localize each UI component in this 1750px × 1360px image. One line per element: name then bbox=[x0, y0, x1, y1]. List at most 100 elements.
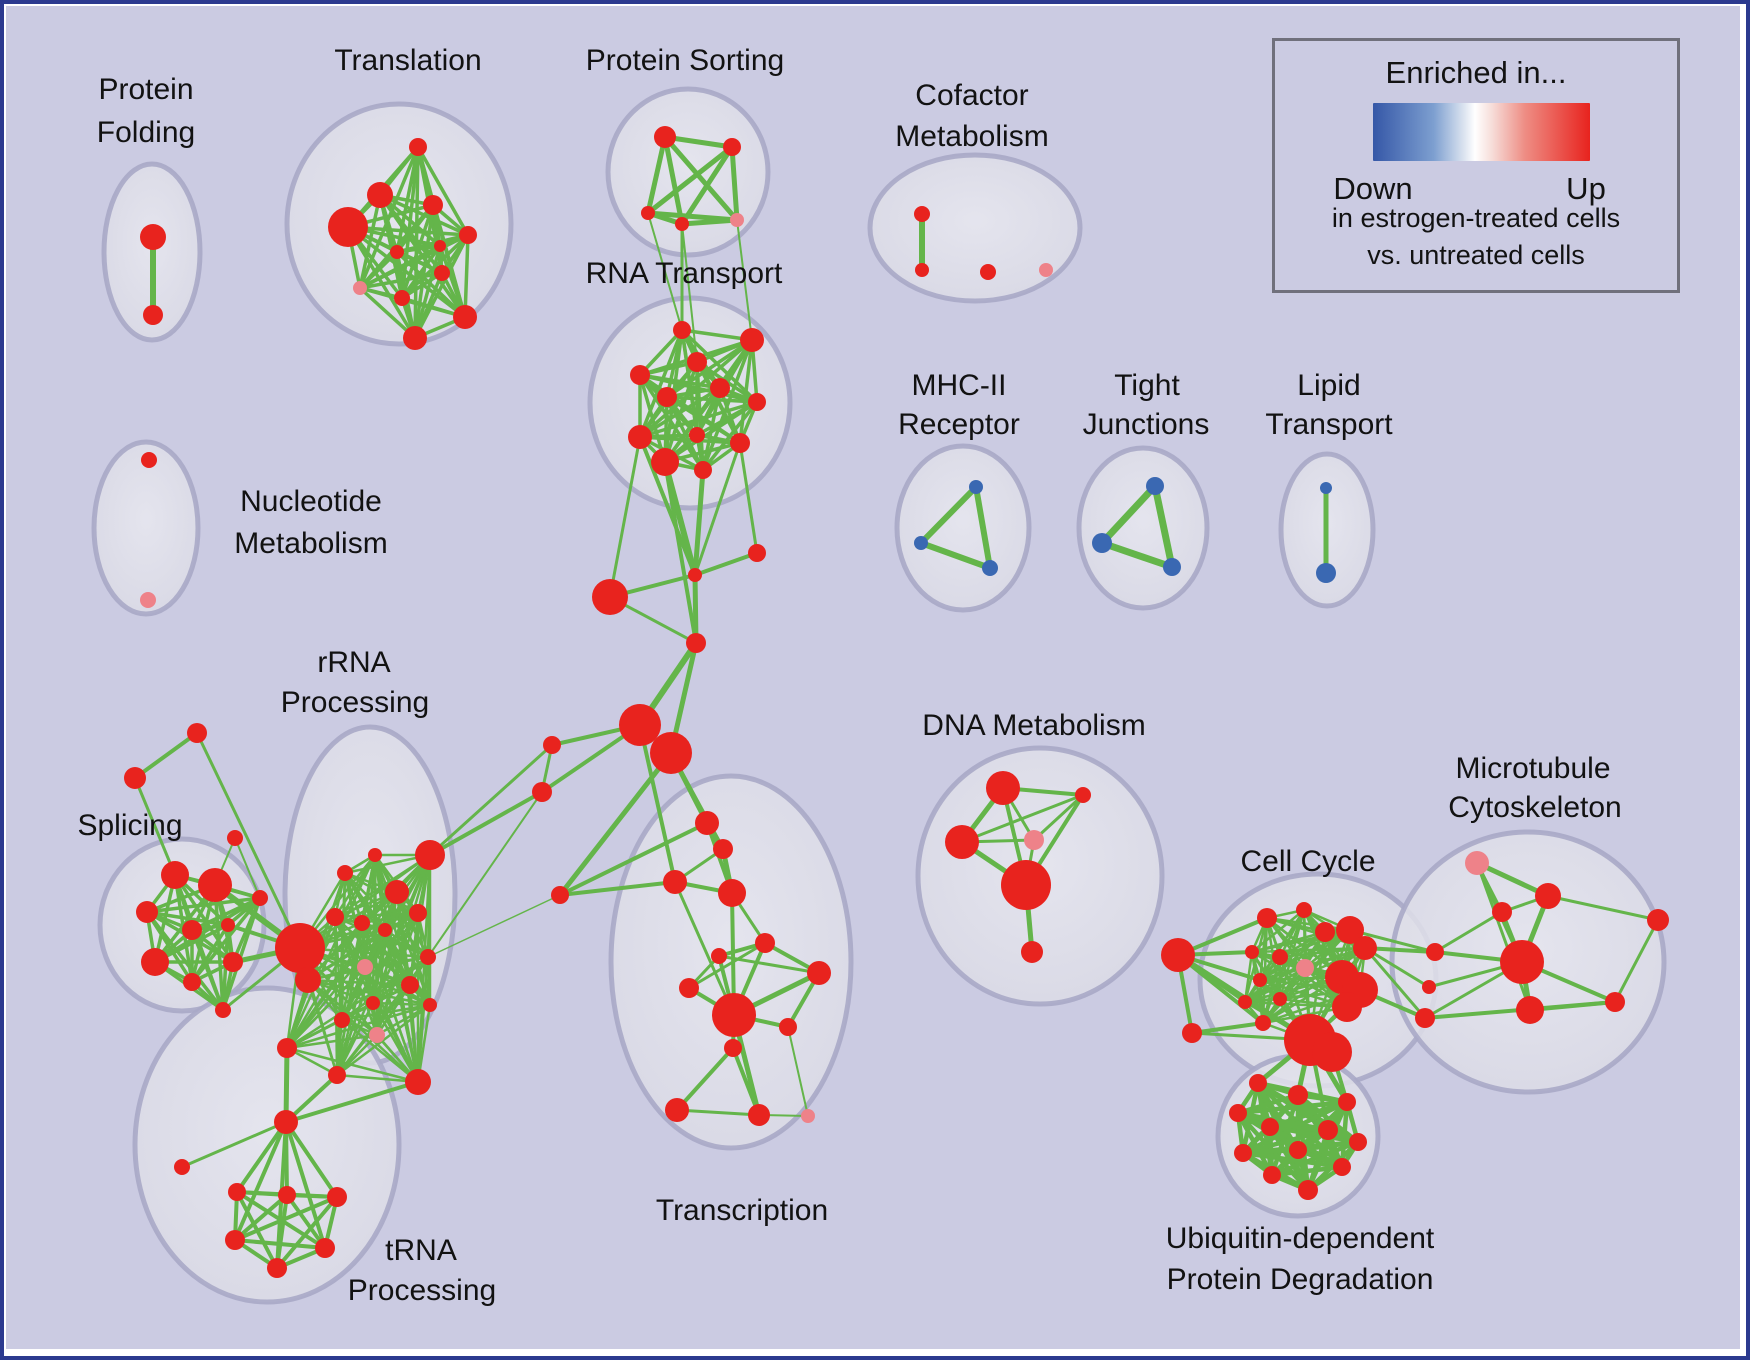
gene-set-node bbox=[1288, 1085, 1308, 1105]
edge bbox=[285, 1193, 327, 1250]
gene-set-node bbox=[657, 387, 677, 407]
cluster-label-mhc-ii-receptor: Receptor bbox=[898, 408, 1020, 441]
edge bbox=[679, 217, 740, 227]
gene-set-node bbox=[1161, 938, 1195, 972]
edge bbox=[346, 225, 467, 319]
gene-set-node bbox=[277, 1038, 297, 1058]
edge bbox=[973, 484, 993, 571]
gene-set-node bbox=[403, 326, 427, 350]
gene-set-node bbox=[687, 352, 707, 372]
cluster-label-rna-transport: RNA Transport bbox=[586, 257, 783, 290]
edge bbox=[1269, 1164, 1345, 1178]
gene-set-node bbox=[1426, 943, 1444, 961]
edge bbox=[416, 955, 430, 1084]
cluster-label-ubiquitin-degradation: Protein Degradation bbox=[1167, 1263, 1434, 1296]
gene-set-node bbox=[915, 263, 929, 277]
edge bbox=[335, 921, 364, 1077]
edge bbox=[285, 921, 364, 1050]
cluster-label-mhc-ii-receptor: MHC-II bbox=[912, 369, 1007, 402]
gene-set-node bbox=[1255, 1015, 1271, 1031]
gene-set-node bbox=[710, 378, 730, 398]
edge bbox=[1295, 1139, 1361, 1153]
edge bbox=[283, 1045, 290, 1125]
gene-set-node bbox=[748, 544, 766, 562]
edge bbox=[285, 1033, 379, 1050]
cluster-ellipse-trna-processing bbox=[132, 985, 402, 1305]
edge bbox=[428, 790, 544, 857]
edge bbox=[1190, 1021, 1265, 1035]
edge bbox=[358, 271, 444, 290]
gene-set-node bbox=[225, 1230, 245, 1250]
edge bbox=[235, 1120, 288, 1194]
gene-set-node bbox=[651, 448, 679, 476]
edge bbox=[1240, 1127, 1331, 1156]
edge bbox=[363, 965, 420, 1084]
gene-set-node bbox=[143, 305, 163, 325]
cluster-label-nucleotide-metabolism: Metabolism bbox=[234, 527, 387, 560]
edge bbox=[145, 910, 230, 927]
gene-set-node bbox=[423, 998, 437, 1012]
cluster-label-cofactor-metabolism: Cofactor bbox=[915, 79, 1028, 112]
cluster-label-protein-sorting: Protein Sorting bbox=[586, 44, 784, 77]
edge bbox=[463, 233, 470, 319]
edge bbox=[346, 225, 470, 237]
edge bbox=[681, 223, 698, 363]
gene-set-node bbox=[409, 138, 427, 156]
gene-set-node bbox=[1422, 980, 1436, 994]
gene-set-node bbox=[415, 840, 445, 870]
gene-set-node bbox=[394, 290, 410, 306]
gene-set-node bbox=[1075, 787, 1091, 803]
gene-set-node bbox=[1320, 482, 1332, 494]
gene-set-node bbox=[1296, 902, 1312, 918]
edge bbox=[285, 853, 377, 1050]
edge bbox=[428, 743, 554, 857]
legend-down-label: Down bbox=[1333, 171, 1413, 206]
edge bbox=[701, 400, 759, 472]
edge bbox=[645, 134, 668, 216]
edge bbox=[638, 723, 677, 884]
gene-set-node bbox=[227, 830, 243, 846]
gene-set-node bbox=[228, 1183, 246, 1201]
gene-set-node bbox=[1605, 992, 1625, 1012]
gene-set-node bbox=[141, 452, 157, 468]
gene-set-node bbox=[174, 1159, 190, 1175]
gene-set-node bbox=[807, 961, 831, 985]
gene-set-node bbox=[1234, 1144, 1252, 1162]
gene-set-node bbox=[1465, 851, 1489, 875]
gene-set-node bbox=[367, 182, 393, 208]
gene-set-node bbox=[198, 868, 232, 902]
edge bbox=[1363, 946, 1431, 989]
gene-set-node bbox=[1315, 922, 1335, 942]
edge bbox=[358, 193, 382, 290]
gene-set-node bbox=[1336, 916, 1364, 944]
gene-set-node bbox=[1261, 1118, 1279, 1136]
gene-set-node bbox=[711, 948, 727, 964]
edge bbox=[363, 965, 432, 1007]
gene-set-node bbox=[1516, 996, 1544, 1024]
edge bbox=[360, 911, 420, 925]
cluster-label-cell-cycle: Cell Cycle bbox=[1240, 845, 1375, 878]
gene-set-node bbox=[1647, 909, 1669, 931]
edge bbox=[679, 144, 735, 227]
edge bbox=[233, 1193, 289, 1242]
edge bbox=[427, 791, 543, 958]
edge bbox=[1528, 1000, 1617, 1012]
edge bbox=[675, 1108, 761, 1117]
cluster-label-lipid-transport: Transport bbox=[1265, 408, 1393, 441]
gene-set-node bbox=[914, 536, 928, 550]
edge bbox=[363, 955, 430, 969]
gene-set-node bbox=[980, 264, 996, 280]
edge bbox=[638, 435, 742, 445]
gene-set-node bbox=[366, 996, 380, 1010]
edge bbox=[233, 1195, 339, 1242]
gene-set-node bbox=[532, 782, 552, 802]
gene-set-node bbox=[945, 825, 979, 859]
edge bbox=[738, 338, 754, 445]
gene-set-node bbox=[401, 976, 419, 994]
gene-set-node bbox=[275, 923, 325, 973]
gene-set-node bbox=[328, 1066, 346, 1084]
gene-set-node bbox=[748, 1104, 770, 1126]
edge bbox=[173, 873, 235, 964]
cluster-label-rrna-processing: rRNA bbox=[317, 646, 390, 679]
gene-set-node bbox=[724, 1039, 742, 1057]
